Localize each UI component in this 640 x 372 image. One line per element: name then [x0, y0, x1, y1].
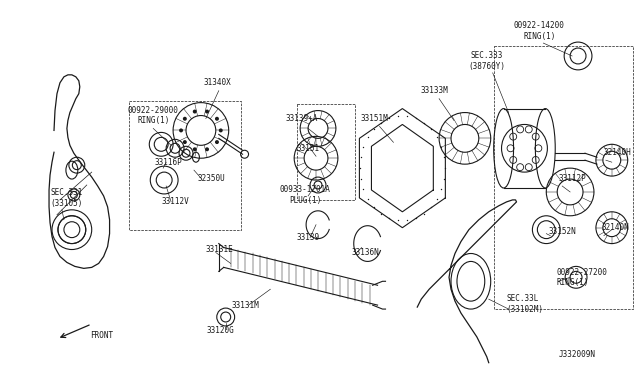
- Text: 33112P: 33112P: [558, 174, 586, 183]
- Text: 00922-27200
RING(1): 00922-27200 RING(1): [556, 267, 607, 287]
- Text: 33151M: 33151M: [361, 114, 388, 123]
- Text: 33120G: 33120G: [207, 326, 235, 336]
- Circle shape: [205, 147, 209, 151]
- Text: 33151: 33151: [296, 144, 319, 153]
- Text: 32140H: 32140H: [604, 148, 632, 157]
- Circle shape: [193, 109, 196, 113]
- Text: 33112V: 33112V: [161, 198, 189, 206]
- Text: FRONT: FRONT: [90, 331, 113, 340]
- Text: 00922-29000
RING(1): 00922-29000 RING(1): [128, 106, 179, 125]
- Text: 33152N: 33152N: [548, 227, 576, 236]
- Circle shape: [183, 117, 187, 121]
- Circle shape: [179, 128, 183, 132]
- Circle shape: [215, 140, 219, 144]
- Text: 33131E: 33131E: [206, 245, 234, 254]
- Text: SEC.331
(33105): SEC.331 (33105): [50, 188, 83, 208]
- Text: SEC.333
(38760Y): SEC.333 (38760Y): [468, 51, 505, 71]
- Text: 33131M: 33131M: [232, 301, 259, 310]
- Text: 31340X: 31340X: [204, 78, 232, 87]
- Circle shape: [215, 117, 219, 121]
- Text: 33139+A: 33139+A: [286, 114, 318, 123]
- Circle shape: [193, 147, 196, 151]
- Text: 32350U: 32350U: [198, 174, 226, 183]
- Text: 32140N: 32140N: [602, 223, 630, 232]
- Text: 33116P: 33116P: [154, 158, 182, 167]
- Text: J332009N: J332009N: [559, 350, 596, 359]
- Circle shape: [205, 109, 209, 113]
- Text: 33136N: 33136N: [352, 248, 380, 257]
- Text: 00933-1201A
PLUG(1): 00933-1201A PLUG(1): [280, 185, 330, 205]
- Text: SEC.33L
(33102M): SEC.33L (33102M): [507, 294, 543, 314]
- Text: 00922-14200
RING(1): 00922-14200 RING(1): [514, 22, 564, 41]
- Text: 33139: 33139: [296, 233, 319, 242]
- Text: 33133M: 33133M: [420, 86, 448, 95]
- Circle shape: [219, 128, 223, 132]
- Circle shape: [183, 140, 187, 144]
